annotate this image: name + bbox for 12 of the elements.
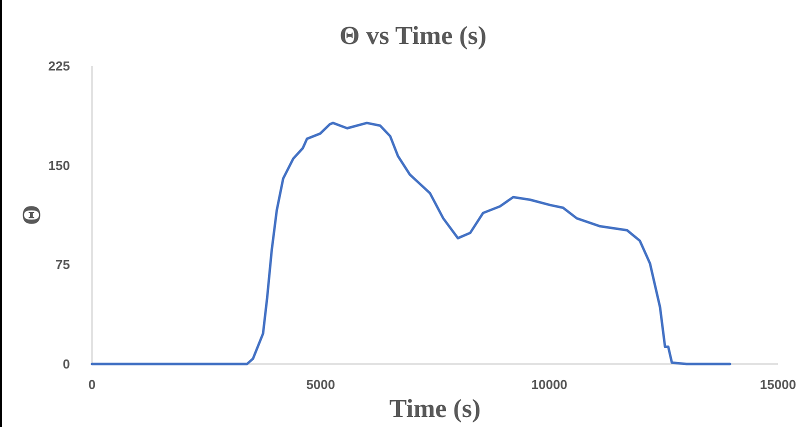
x-axis-title: Time (s) <box>389 394 481 423</box>
x-tick-label: 10000 <box>531 377 568 392</box>
x-tick-label: 5000 <box>306 377 336 392</box>
chart-title: Θ vs Time (s) <box>339 21 487 50</box>
y-tick-label: 225 <box>48 58 70 74</box>
y-tick-label: 0 <box>62 356 70 372</box>
line-series <box>90 122 732 366</box>
y-axis-title: Θ <box>17 204 46 226</box>
x-tick-label: 15000 <box>760 377 796 392</box>
x-tick-label: 0 <box>88 377 96 392</box>
y-tick-label: 75 <box>56 257 70 272</box>
y-tick-label: 150 <box>48 158 70 173</box>
